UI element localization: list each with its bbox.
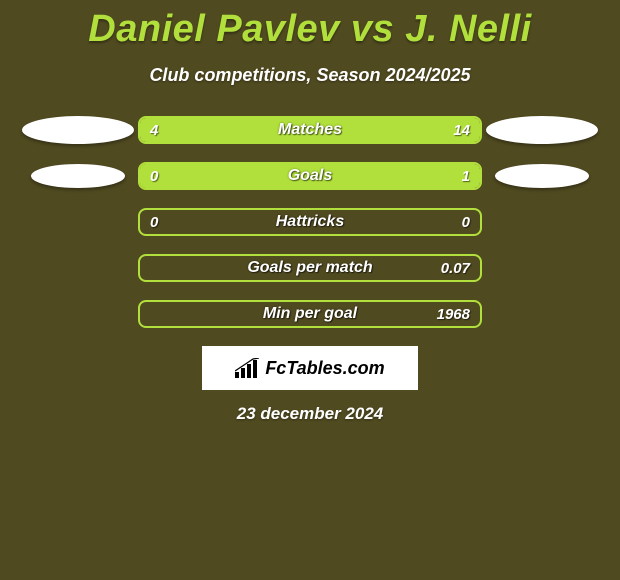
player-logo-left xyxy=(22,116,134,144)
stat-label: Min per goal xyxy=(140,302,480,326)
source-label: FcTables.com xyxy=(265,358,384,379)
stats-container: 414Matches 01Goals 00Hattricks 0.07Goals pe… xyxy=(0,116,620,328)
stat-row: 01Goals xyxy=(0,162,620,190)
subtitle: Club competitions, Season 2024/2025 xyxy=(0,65,620,86)
stat-bar: 1968Min per goal xyxy=(138,300,482,328)
player-logo-right xyxy=(495,164,589,188)
stat-left-side xyxy=(18,164,138,188)
stat-label: Goals per match xyxy=(140,256,480,280)
stat-row: 0.07Goals per match xyxy=(0,254,620,282)
stat-label: Goals xyxy=(140,164,480,188)
stat-left-side xyxy=(18,116,138,144)
player-logo-left xyxy=(31,164,125,188)
player-logo-right xyxy=(486,116,598,144)
stat-bar: 01Goals xyxy=(138,162,482,190)
stat-row: 414Matches xyxy=(0,116,620,144)
stat-label: Matches xyxy=(140,118,480,142)
stat-right-side xyxy=(482,116,602,144)
page-title: Daniel Pavlev vs J. Nelli xyxy=(0,0,620,51)
date-label: 23 december 2024 xyxy=(0,404,620,424)
source-badge: FcTables.com xyxy=(202,346,418,390)
stat-bar: 414Matches xyxy=(138,116,482,144)
stat-bar: 0.07Goals per match xyxy=(138,254,482,282)
stat-row: 1968Min per goal xyxy=(0,300,620,328)
stat-row: 00Hattricks xyxy=(0,208,620,236)
stat-right-side xyxy=(482,164,602,188)
bars-icon xyxy=(235,358,261,378)
stat-label: Hattricks xyxy=(140,210,480,234)
stat-bar: 00Hattricks xyxy=(138,208,482,236)
